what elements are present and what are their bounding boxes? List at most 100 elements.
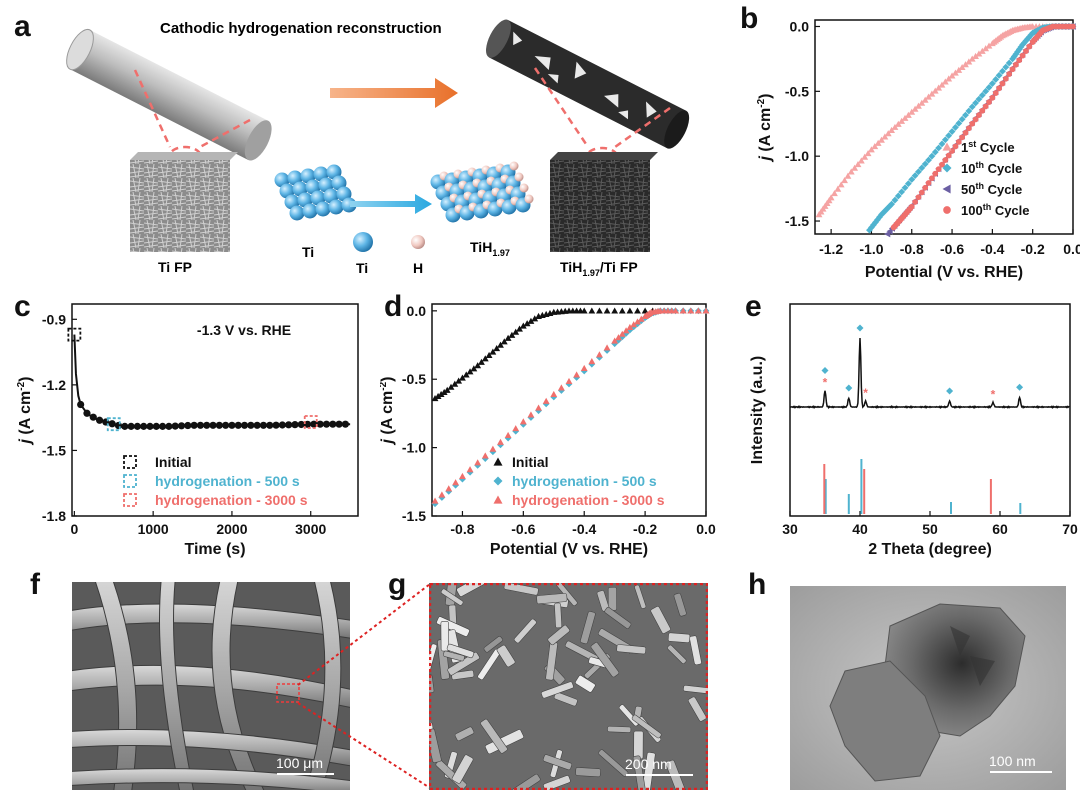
data-point — [1025, 33, 1033, 41]
peak-marker: * — [863, 386, 868, 400]
data-point — [580, 364, 588, 372]
data-point — [171, 422, 179, 430]
peak-marker — [946, 387, 954, 395]
data-point — [626, 323, 634, 330]
data-point — [847, 168, 855, 175]
data-point — [942, 157, 949, 163]
data-point — [968, 103, 976, 111]
data-point — [985, 42, 993, 49]
data-point — [459, 472, 466, 480]
x-tick-label: 3000 — [295, 521, 326, 537]
x-tick-label: 0.0 — [696, 521, 716, 537]
data-point — [626, 307, 634, 314]
data-point — [565, 380, 573, 388]
data-point — [948, 72, 956, 79]
data-point — [999, 67, 1006, 75]
data-point — [672, 307, 679, 314]
data-point — [874, 216, 881, 224]
data-point — [440, 388, 448, 395]
data-point — [1012, 50, 1020, 58]
data-point — [888, 200, 895, 208]
panel-letter-f: f — [30, 568, 40, 601]
data-point — [1019, 41, 1027, 49]
data-point — [958, 63, 966, 71]
data-point — [447, 383, 455, 390]
data-point — [945, 132, 953, 140]
data-point — [925, 180, 932, 186]
data-point — [466, 466, 474, 473]
data-point — [203, 421, 211, 429]
y-tick-label: -1.5 — [785, 213, 809, 229]
h-atom — [509, 161, 519, 171]
data-point — [159, 422, 167, 430]
data-point — [573, 371, 581, 378]
x-tick-label: -0.4 — [572, 521, 596, 537]
data-point — [922, 184, 929, 191]
panel-letter-h: h — [748, 568, 767, 601]
nanosheet-flake — [454, 726, 475, 742]
data-point — [637, 315, 645, 322]
nanosheet-flake — [483, 636, 503, 653]
current-trace — [73, 334, 351, 428]
data-point — [988, 80, 996, 87]
data-point — [565, 377, 573, 384]
nanosheet-flake — [616, 644, 647, 655]
ti-atom — [302, 203, 318, 219]
x-tick-label: 70 — [1062, 521, 1078, 537]
data-point — [929, 175, 935, 182]
nanosheet-flake — [542, 754, 573, 771]
nanosheet-flake — [547, 624, 570, 646]
x-tick-label: 60 — [992, 521, 1008, 537]
data-point — [955, 139, 962, 145]
data-point — [1027, 31, 1035, 39]
data-point — [557, 384, 565, 391]
peak-marker: * — [991, 388, 996, 402]
y-tick-label: -1.5 — [402, 508, 426, 524]
data-point — [972, 52, 979, 60]
data-point — [272, 421, 280, 429]
data-point — [878, 136, 885, 143]
ti-lattice-label: Ti — [302, 244, 314, 260]
data-point — [876, 213, 883, 221]
nanosheet-flake — [633, 730, 644, 760]
x-axis-label: Time (s) — [184, 541, 245, 558]
data-point — [285, 421, 293, 429]
data-point — [955, 119, 963, 127]
data-point — [596, 353, 603, 361]
data-point — [165, 422, 173, 430]
nanosheet-flake — [667, 644, 687, 664]
x-tick-label: 50 — [922, 521, 938, 537]
tih-lattice-label: TiH1.97 — [470, 239, 510, 258]
series-3 — [431, 307, 710, 504]
data-point — [837, 181, 845, 188]
data-point — [190, 421, 198, 429]
data-point — [975, 50, 983, 57]
data-point — [1009, 66, 1016, 73]
series-4 — [890, 23, 1076, 231]
nanosheet-flake — [451, 754, 474, 784]
data-point — [955, 66, 963, 73]
legend-label: Initial — [155, 454, 192, 470]
nanosheet-flake — [634, 584, 647, 609]
data-point — [630, 321, 638, 328]
data-point — [868, 146, 875, 153]
data-point — [985, 84, 993, 91]
data-point — [952, 69, 959, 76]
x-tick-label: 1000 — [138, 521, 169, 537]
data-point — [508, 331, 516, 338]
panel-g-sem-image: 200 nm — [429, 583, 708, 790]
legend-label: hydrogenation - 3000 s — [155, 492, 308, 508]
h-atom-legend-label: H — [413, 260, 423, 276]
data-point — [1002, 63, 1010, 71]
data-point — [485, 351, 493, 359]
data-point — [603, 344, 611, 351]
data-point — [1002, 75, 1009, 82]
data-point — [215, 421, 223, 429]
h-atom — [524, 194, 534, 204]
plot-frame — [789, 303, 1071, 517]
panel-f-scale-label: 100 μm — [276, 755, 323, 771]
y-axis-label: Intensity (a.u.) — [749, 356, 766, 464]
data-point — [77, 400, 85, 409]
nanosheet-flake — [580, 611, 596, 645]
data-point — [493, 345, 501, 352]
